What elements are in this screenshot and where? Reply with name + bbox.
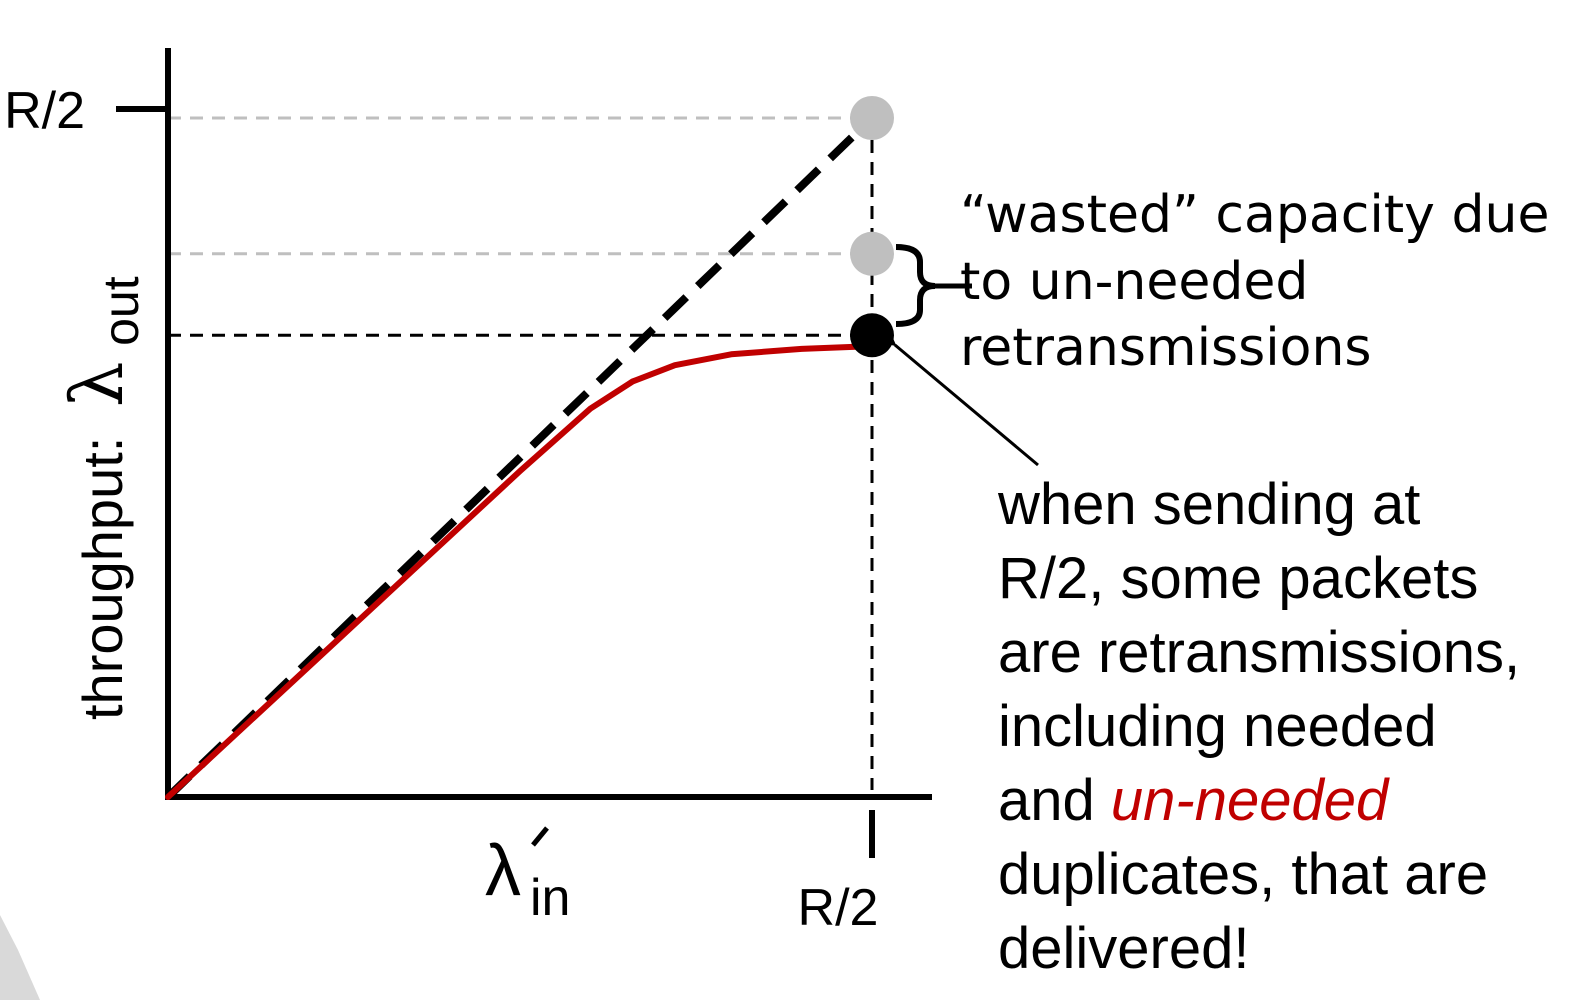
note-line-3: are retransmissions, [998,620,1520,685]
y-axis-label: throughput: λ out [55,276,149,720]
y-label-subscript: out [93,276,149,346]
guide-lines [168,116,874,790]
wasted-annotation: “wasted” capacity due to un-needed retra… [960,185,1566,378]
points-layer [850,96,894,358]
x-tick-label: R/2 [798,879,879,937]
note-line-7: delivered! [998,916,1249,981]
wasted-bracket [895,244,936,327]
note-line-6: duplicates, that are [998,842,1488,907]
y-label-symbol: λ [55,361,139,407]
svg-text:throughput: λ out: throughput: λ out [55,276,149,720]
note-line-5-and: and [998,768,1111,833]
y-label-prefix: throughput: [71,437,134,720]
wasted-line-3: retransmissions [960,318,1372,378]
data-point-1 [850,96,894,140]
x-label-symbol: λ [485,831,521,911]
note-line-2: R/2, some packets [998,546,1478,611]
note-arrow [883,333,1039,467]
x-label-subscript: in [530,869,570,927]
wasted-line-1: “wasted” capacity due [960,185,1549,245]
data-point-2 [850,231,894,276]
actual-throughput-curve [165,343,875,800]
note-line-1: when sending at [997,472,1420,537]
data-point-3 [850,313,894,358]
corner-decoration [0,915,40,1000]
note-highlight: un-needed [1111,768,1390,833]
x-label-accent [531,826,549,847]
x-axis-label: λ in [485,826,570,927]
y-tick-label: R/2 [4,82,85,140]
retransmission-note: when sending at R/2, some packets are re… [997,472,1536,981]
series-layer [165,115,875,800]
note-line-4: including needed [998,694,1437,759]
ideal-throughput-line [165,115,875,800]
wasted-line-2: to un-needed [960,252,1308,312]
